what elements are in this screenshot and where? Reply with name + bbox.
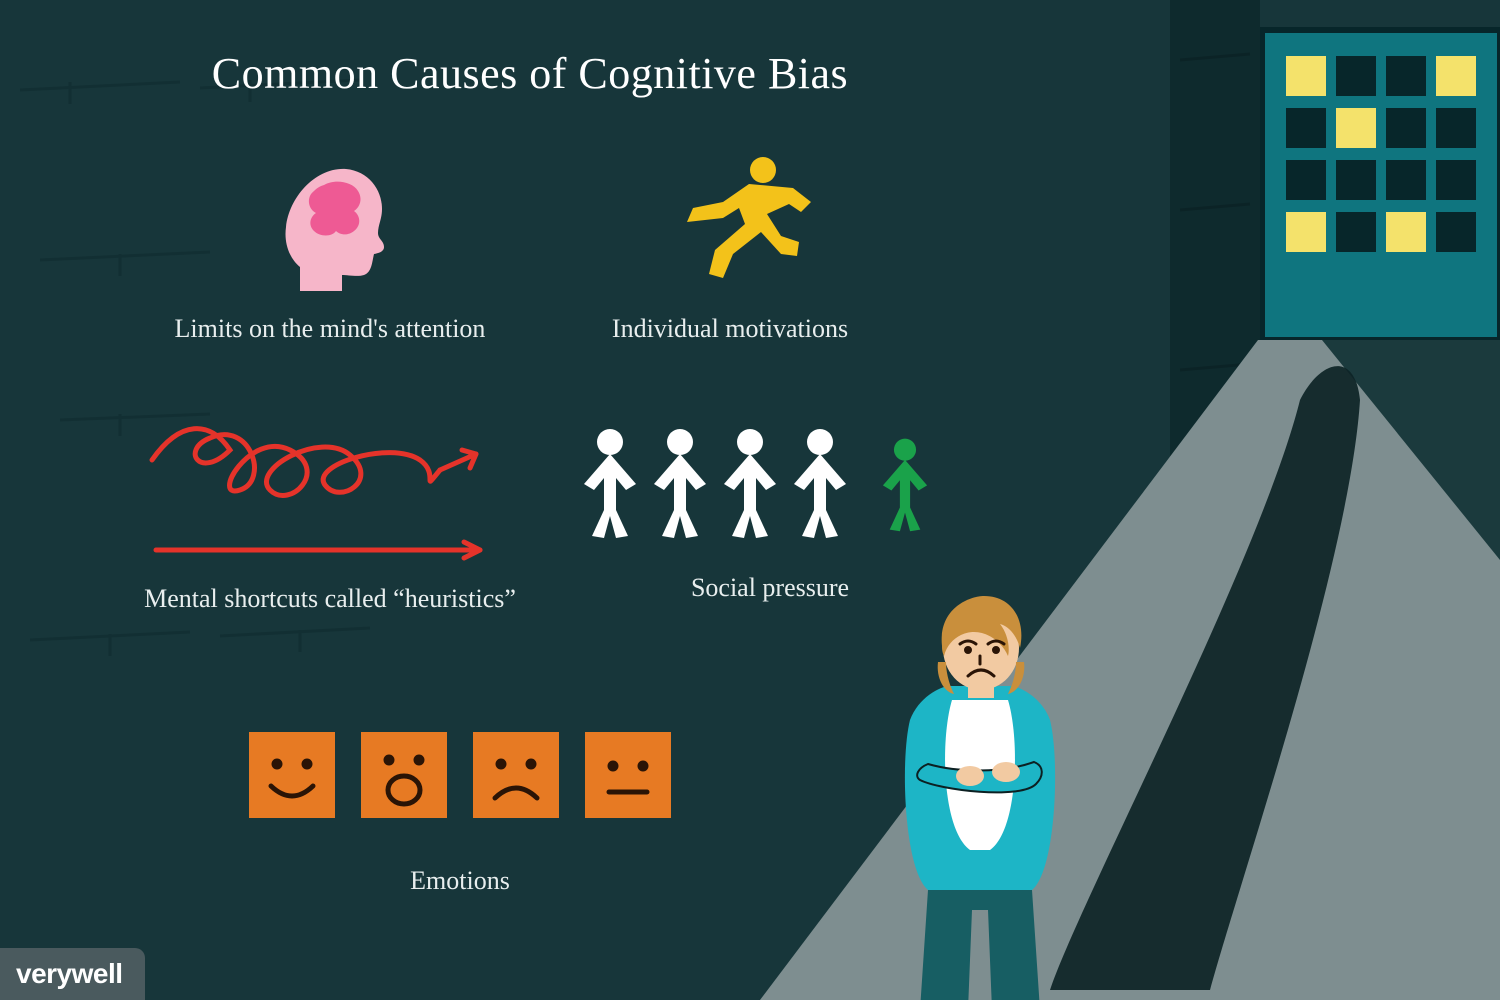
- emotion-tiles-icon: [220, 720, 700, 830]
- item-attention: Limits on the mind's attention: [120, 150, 540, 344]
- item-attention-label: Limits on the mind's attention: [120, 314, 540, 344]
- item-heuristics-label: Mental shortcuts called “heuristics”: [100, 584, 560, 614]
- people-row-icon: [560, 415, 980, 545]
- brand-text: verywell: [16, 958, 123, 989]
- infographic-stage: Common Causes of Cognitive Bias Limits o…: [0, 0, 1500, 1000]
- runner-icon: [520, 150, 940, 300]
- scribble-arrow-icon: [100, 400, 560, 570]
- building-far: [1262, 30, 1500, 340]
- emotion-tile-frown: [471, 730, 561, 820]
- person-illustration: [820, 590, 1140, 1000]
- item-emotions-label: Emotions: [220, 866, 700, 896]
- emotion-tile-surprise: [359, 730, 449, 820]
- emotion-tile-smile: [247, 730, 337, 820]
- item-emotions: Emotions: [220, 720, 700, 896]
- item-motivations: Individual motivations: [520, 150, 940, 344]
- item-heuristics: Mental shortcuts called “heuristics”: [100, 400, 560, 614]
- infographic-title: Common Causes of Cognitive Bias: [0, 48, 1060, 99]
- brand-badge: verywell: [0, 948, 145, 1000]
- emotion-tile-neutral: [583, 730, 673, 820]
- item-motivations-label: Individual motivations: [520, 314, 940, 344]
- head-brain-icon: [120, 150, 540, 300]
- item-social: Social pressure: [560, 415, 980, 603]
